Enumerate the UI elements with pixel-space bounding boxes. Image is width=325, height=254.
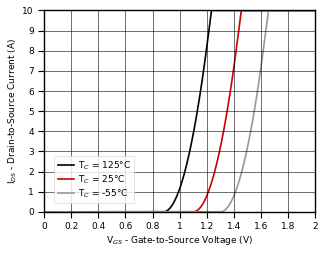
T$_C$ = 125°C — [156, 210, 160, 213]
Y-axis label: I$_{DS}$ - Drain-to-Source Current (A): I$_{DS}$ - Drain-to-Source Current (A) — [7, 38, 19, 184]
T$_C$ = 125°C — [42, 210, 46, 213]
T$_C$ = 125°C — [239, 9, 243, 12]
T$_C$ = 25°C — [239, 9, 243, 12]
T$_C$ = -55°C — [266, 9, 270, 12]
T$_C$ = -55°C — [171, 210, 175, 213]
T$_C$ = 125°C — [209, 9, 213, 12]
T$_C$ = 125°C — [158, 210, 162, 213]
T$_C$ = 25°C — [171, 210, 175, 213]
T$_C$ = 125°C — [313, 9, 317, 12]
T$_C$ = -55°C — [305, 9, 309, 12]
T$_C$ = 25°C — [158, 210, 162, 213]
X-axis label: V$_{GS}$ - Gate-to-Source Voltage (V): V$_{GS}$ - Gate-to-Source Voltage (V) — [106, 234, 253, 247]
T$_C$ = 25°C — [42, 210, 46, 213]
Line: T$_C$ = 25°C: T$_C$ = 25°C — [44, 10, 315, 212]
T$_C$ = 125°C — [171, 202, 175, 205]
T$_C$ = 125°C — [292, 9, 295, 12]
T$_C$ = 25°C — [156, 210, 160, 213]
T$_C$ = 25°C — [239, 10, 243, 13]
T$_C$ = 25°C — [313, 9, 317, 12]
T$_C$ = -55°C — [239, 173, 243, 176]
T$_C$ = -55°C — [156, 210, 160, 213]
T$_C$ = -55°C — [158, 210, 162, 213]
T$_C$ = 25°C — [305, 9, 309, 12]
T$_C$ = -55°C — [313, 9, 317, 12]
Line: T$_C$ = 125°C: T$_C$ = 125°C — [44, 10, 315, 212]
Legend: T$_C$ = 125°C, T$_C$ = 25°C, T$_C$ = -55°C: T$_C$ = 125°C, T$_C$ = 25°C, T$_C$ = -55… — [54, 156, 134, 203]
Line: T$_C$ = -55°C: T$_C$ = -55°C — [44, 10, 315, 212]
T$_C$ = 125°C — [305, 9, 309, 12]
T$_C$ = -55°C — [42, 210, 46, 213]
T$_C$ = 25°C — [292, 9, 295, 12]
T$_C$ = -55°C — [292, 9, 295, 12]
